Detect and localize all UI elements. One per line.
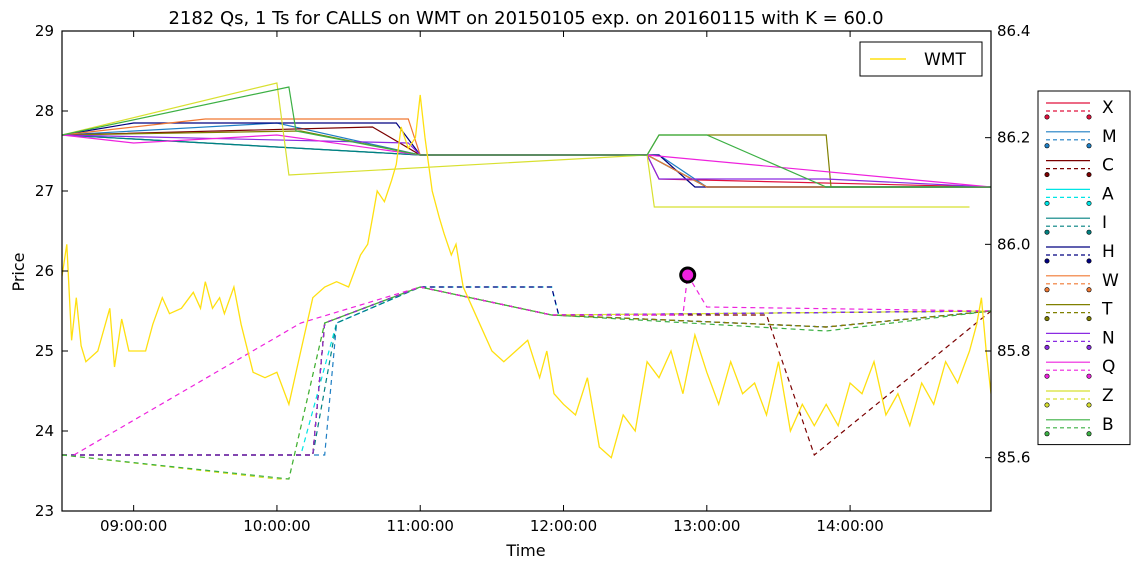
legend-x-label: X xyxy=(1102,98,1114,118)
series-t-bid-line xyxy=(62,286,991,456)
y2-tick-label: 86.2 xyxy=(997,129,1030,147)
legend-outer-box xyxy=(1037,90,1131,446)
y-tick-label: 24 xyxy=(35,422,54,440)
legend-a-label: A xyxy=(1102,184,1114,204)
legend-b-dot-left xyxy=(1044,431,1050,437)
legend-x-dot-left xyxy=(1044,114,1050,120)
y-tick-label: 25 xyxy=(35,342,54,360)
legend-b-label: B xyxy=(1102,415,1114,435)
legend-q-dot-right xyxy=(1086,373,1092,379)
x-tick-label: 11:00:00 xyxy=(387,517,454,535)
x-tick-label: 13:00:00 xyxy=(673,517,740,535)
x-tick-label: 09:00:00 xyxy=(100,517,167,535)
legend-w-dot-left xyxy=(1044,287,1050,293)
legend-n-dot-left xyxy=(1044,344,1050,350)
legend-m-label: M xyxy=(1102,127,1117,147)
series-b-ask-line xyxy=(62,86,991,188)
legend-z-dot-right xyxy=(1086,402,1092,408)
legend-c-label: C xyxy=(1102,156,1114,176)
series-q-bid-line xyxy=(73,273,991,456)
legend-i-label: I xyxy=(1102,213,1107,233)
y-tick-label: 29 xyxy=(35,22,54,40)
y-tick-label: 27 xyxy=(35,182,54,200)
legend-z-label: Z xyxy=(1102,386,1114,406)
legend-i-dot-left xyxy=(1044,229,1050,235)
legend-t-label: T xyxy=(1101,300,1113,320)
legend-n-label: N xyxy=(1102,328,1115,348)
legend-h-dot-right xyxy=(1086,258,1092,264)
legend-a-dot-left xyxy=(1044,200,1050,206)
legend-n-dot-right xyxy=(1086,344,1092,350)
legend-t-dot-right xyxy=(1086,316,1092,322)
legend-t-dot-left xyxy=(1044,316,1050,322)
legend-h-label: H xyxy=(1102,242,1115,262)
trade-marker xyxy=(679,266,697,284)
legend-q-label: Q xyxy=(1102,357,1115,377)
x-tick-label: 12:00:00 xyxy=(530,517,597,535)
legend-h-dot-left xyxy=(1044,258,1050,264)
legend-z-dot-left xyxy=(1044,402,1050,408)
x-tick-label: 10:00:00 xyxy=(243,517,310,535)
legend-c-dot-right xyxy=(1086,172,1092,178)
y2-tick-label: 86.4 xyxy=(997,22,1030,40)
series-n-bid-line xyxy=(62,286,991,456)
series-b-bid-line xyxy=(62,286,991,480)
legend-w-label: W xyxy=(1102,271,1119,291)
legend-q-dot-left xyxy=(1044,373,1050,379)
series-z-ask-line xyxy=(62,82,970,208)
legend-x-dot-right xyxy=(1086,114,1092,120)
y-axis-label: Price xyxy=(9,252,28,291)
legend-a-dot-right xyxy=(1086,200,1092,206)
legend-w-dot-right xyxy=(1086,287,1092,293)
x-tick-label: 14:00:00 xyxy=(816,517,883,535)
series-q-ask-line xyxy=(62,134,991,188)
y2-tick-label: 85.6 xyxy=(997,449,1030,467)
y-tick-label: 26 xyxy=(35,262,54,280)
marker-layer xyxy=(679,266,697,284)
y-tick-label: 23 xyxy=(35,502,54,520)
chart-title: 2182 Qs, 1 Ts for CALLS on WMT on 201501… xyxy=(168,8,883,29)
wmt-layer xyxy=(62,94,991,459)
x-axis-label: Time xyxy=(505,541,545,560)
legend-inner: WMT xyxy=(859,41,983,77)
legend-m-dot-left xyxy=(1044,143,1050,149)
legend-b-dot-right xyxy=(1086,431,1092,437)
legend-m-dot-right xyxy=(1086,143,1092,149)
axis-layer: 09:00:00 10:00:00 11:00:00 12:00:00 13:00:00… xyxy=(35,22,1031,535)
y-tick-label: 28 xyxy=(35,102,54,120)
legend-wmt-label: WMT xyxy=(924,50,966,70)
y2-tick-label: 86.0 xyxy=(997,235,1030,253)
legend-c-dot-left xyxy=(1044,172,1050,178)
wmt-price-line xyxy=(62,94,991,459)
series-layer xyxy=(62,82,991,480)
legend-i-dot-right xyxy=(1086,229,1092,235)
y2-tick-label: 85.8 xyxy=(997,342,1030,360)
